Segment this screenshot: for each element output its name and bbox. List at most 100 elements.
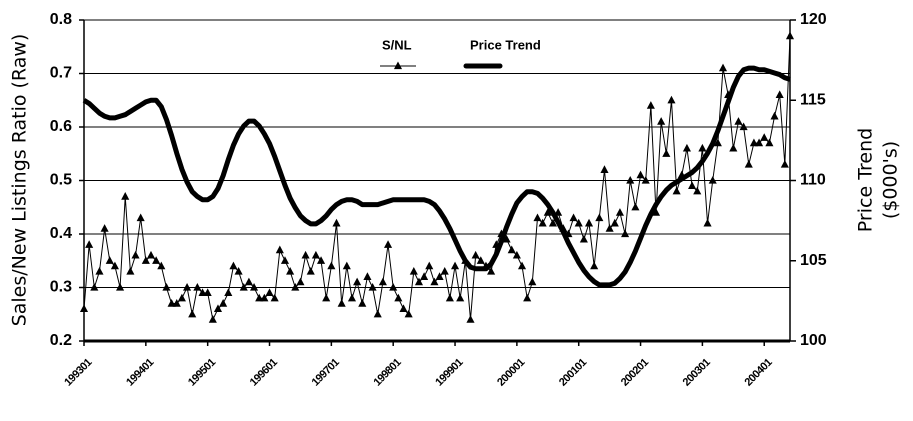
marker xyxy=(280,256,290,264)
marker xyxy=(136,213,145,222)
marker xyxy=(219,299,228,307)
marker xyxy=(605,224,614,232)
marker xyxy=(667,95,676,104)
series-line xyxy=(82,65,791,288)
marker xyxy=(713,138,722,147)
marker xyxy=(296,277,305,286)
marker xyxy=(450,261,460,270)
marker xyxy=(693,186,702,195)
marker xyxy=(528,277,537,286)
marker xyxy=(332,218,341,227)
marker xyxy=(414,277,424,286)
x-tick-label: 199801 xyxy=(371,356,403,388)
marker xyxy=(584,218,594,227)
marker xyxy=(425,261,434,270)
marker xyxy=(471,250,480,259)
marker xyxy=(688,181,697,189)
marker xyxy=(275,245,284,254)
marker xyxy=(780,159,789,168)
y2-axis-title: Price Trend xyxy=(855,128,877,232)
marker xyxy=(523,293,532,302)
x-tick-label: 200001 xyxy=(495,356,527,388)
marker xyxy=(152,256,161,264)
marker xyxy=(502,234,511,243)
marker xyxy=(95,266,104,275)
marker xyxy=(301,250,310,259)
x-tick-label: 200401 xyxy=(743,356,775,388)
marker xyxy=(538,218,547,227)
marker xyxy=(641,176,650,184)
marker xyxy=(193,283,202,291)
marker xyxy=(729,143,738,152)
marker xyxy=(157,261,166,270)
marker xyxy=(445,293,454,302)
marker xyxy=(646,101,655,109)
legend-marker xyxy=(393,61,403,70)
marker xyxy=(110,261,119,270)
marker xyxy=(141,256,150,264)
marker xyxy=(765,138,774,147)
marker xyxy=(121,192,130,200)
marker xyxy=(657,117,666,125)
marker xyxy=(131,250,140,259)
marker xyxy=(383,240,393,248)
x-tick-label: 199401 xyxy=(124,356,156,388)
marker xyxy=(90,283,99,291)
x-tick-label: 200301 xyxy=(681,356,713,388)
marker xyxy=(466,315,475,323)
marker xyxy=(317,256,326,264)
marker xyxy=(574,218,583,227)
marker xyxy=(435,272,444,280)
marker xyxy=(631,202,640,211)
marker xyxy=(353,277,362,286)
marker xyxy=(595,213,604,222)
marker xyxy=(682,143,691,152)
marker xyxy=(322,293,331,302)
marker xyxy=(487,266,496,275)
y-tick-label: 0.4 xyxy=(50,225,72,242)
marker xyxy=(213,304,223,313)
marker xyxy=(394,293,403,302)
marker xyxy=(389,283,398,291)
legend-label: Price Trend xyxy=(470,37,541,52)
x-tick-label: 199901 xyxy=(433,356,465,388)
marker xyxy=(718,63,728,72)
marker xyxy=(229,261,238,270)
marker xyxy=(291,283,300,291)
marker xyxy=(239,283,248,291)
marker xyxy=(188,309,197,318)
marker xyxy=(100,224,109,232)
marker xyxy=(105,256,114,264)
y-axis-title: Sales/New Listings Ratio (Raw) xyxy=(9,34,31,327)
marker xyxy=(517,261,527,270)
y-tick-label: 0.3 xyxy=(50,279,72,296)
marker xyxy=(749,138,758,147)
marker xyxy=(703,218,712,227)
marker xyxy=(208,315,217,323)
marker xyxy=(198,288,207,296)
marker xyxy=(708,176,717,184)
x-tick-label: 199601 xyxy=(248,356,280,388)
marker xyxy=(662,149,671,157)
marker xyxy=(126,266,135,275)
marker xyxy=(512,250,521,259)
marker xyxy=(739,122,748,131)
x-tick-label: 199501 xyxy=(186,356,218,388)
marker xyxy=(167,299,176,307)
marker xyxy=(306,266,315,275)
x-tick-label: 199301 xyxy=(62,356,94,388)
marker xyxy=(358,299,367,307)
marker xyxy=(456,293,465,302)
y2-tick-label: 115 xyxy=(800,91,826,108)
y2-axis-title: ($000's) xyxy=(880,141,902,219)
marker xyxy=(590,261,599,270)
marker xyxy=(785,31,795,40)
marker xyxy=(79,304,89,313)
y2-tick-label: 100 xyxy=(800,332,827,349)
y-tick-label: 0.2 xyxy=(50,332,72,349)
marker xyxy=(698,143,707,152)
marker xyxy=(203,288,212,296)
marker xyxy=(636,170,645,179)
marker xyxy=(224,288,233,296)
marker xyxy=(162,283,171,291)
